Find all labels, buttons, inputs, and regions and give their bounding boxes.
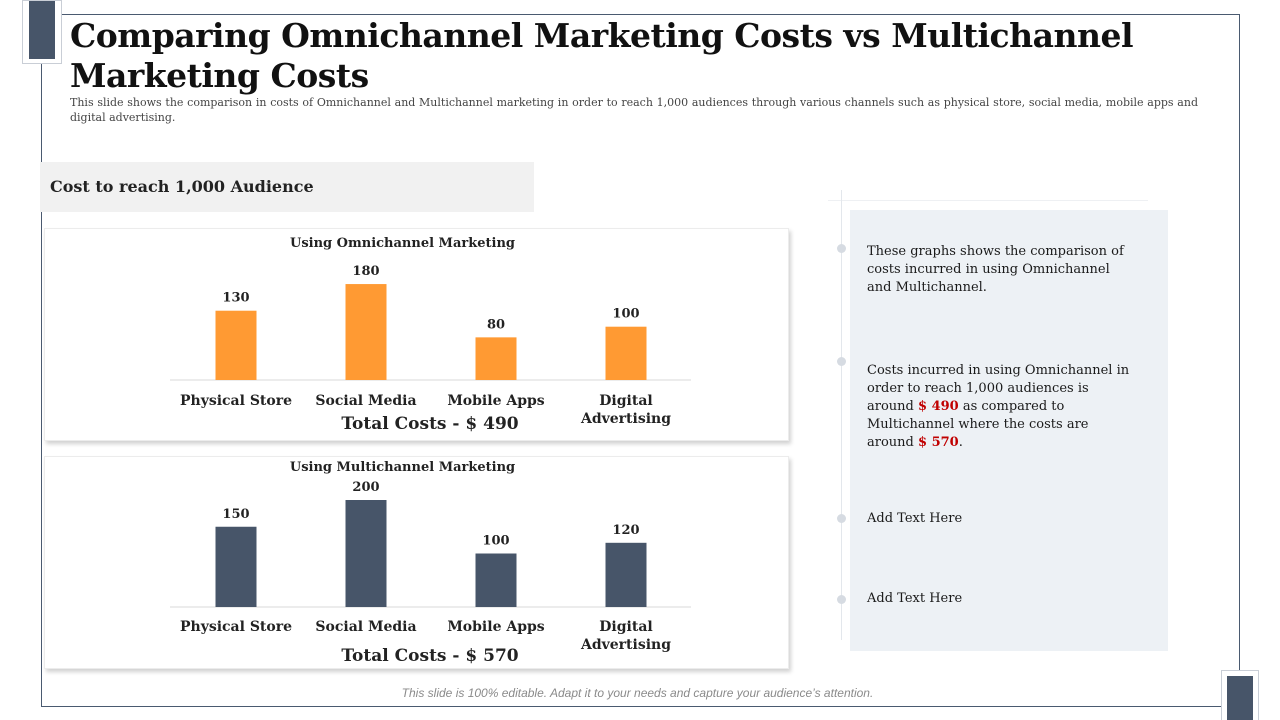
notes-panel — [850, 210, 1168, 651]
note-text: . — [958, 435, 963, 450]
note-placeholder-1: Add Text Here — [867, 510, 1147, 528]
omnichannel-value-label: 130 — [222, 291, 249, 306]
multichannel-category-label: Advertising — [580, 637, 671, 653]
multichannel-value-label: 200 — [352, 480, 379, 495]
omnichannel-bar — [605, 326, 647, 380]
multichannel-chart-title: Using Multichannel Marketing — [289, 460, 516, 475]
note-text: as compared to Multichannel where the co… — [867, 399, 1089, 450]
highlight-value: $ 570 — [918, 435, 959, 450]
omnichannel-category-label: Mobile Apps — [447, 393, 544, 409]
corner-tab-fill — [29, 1, 55, 59]
multichannel-total-costs: Total Costs - $ 570 — [341, 646, 519, 666]
bullet-dot — [837, 244, 846, 253]
note-text: These graphs shows the comparison of cos… — [867, 244, 1124, 295]
omnichannel-category-label: Physical Store — [180, 393, 292, 409]
note-placeholder-2: Add Text Here — [867, 590, 1147, 608]
section-heading: Cost to reach 1,000 Audience — [50, 177, 314, 196]
omnichannel-bar-chart: 130 Physical Store 180 Social Media 80 Mobile… — [170, 264, 691, 427]
footer-note: This slide is 100% editable. Adapt it to… — [401, 686, 874, 700]
multichannel-category-label: Social Media — [315, 619, 416, 635]
timeline-line — [841, 190, 842, 640]
omnichannel-bar — [345, 284, 387, 380]
omnichannel-category-label: Digital — [599, 393, 652, 409]
slide-subtitle: This slide shows the comparison in costs… — [70, 96, 1198, 124]
multichannel-bar — [605, 542, 647, 607]
note-text: Add Text Here — [867, 511, 963, 526]
note-text: Costs incurred in using Omnichannel in o… — [867, 363, 1130, 414]
multichannel-bar — [215, 526, 257, 607]
note-text: Add Text Here — [867, 591, 963, 606]
omnichannel-chart-card: Using Omnichannel Marketing 130 Physical … — [44, 228, 789, 441]
omnichannel-value-label: 180 — [352, 264, 379, 279]
multichannel-bar — [475, 553, 517, 607]
multichannel-bar-chart: 150 Physical Store 200 Social Media 100 Mobil… — [170, 480, 691, 653]
multichannel-chart-card: Using Multichannel Marketing 150 Physical… — [44, 456, 789, 669]
multichannel-category-label: Physical Store — [180, 619, 292, 635]
omnichannel-chart-title: Using Omnichannel Marketing — [290, 236, 515, 251]
section-heading-box: Cost to reach 1,000 Audience — [40, 162, 534, 212]
omnichannel-bar — [215, 310, 257, 380]
multichannel-bar — [345, 500, 387, 607]
multichannel-value-label: 150 — [222, 507, 249, 522]
note-comparison: These graphs shows the comparison of cos… — [867, 243, 1127, 297]
divider — [828, 200, 1148, 201]
slide-title: Comparing Omnichannel Marketing Costs vs… — [70, 16, 1134, 95]
slide-frame — [41, 14, 1240, 707]
multichannel-value-label: 100 — [482, 534, 509, 549]
bullet-dot — [837, 595, 846, 604]
multichannel-category-label: Mobile Apps — [447, 619, 544, 635]
corner-tab-bottom-right — [1221, 670, 1259, 720]
omnichannel-value-label: 100 — [612, 307, 639, 322]
multichannel-value-label: 120 — [612, 523, 639, 538]
omnichannel-bar — [475, 337, 517, 380]
highlight-value: $ 490 — [918, 399, 959, 414]
bullet-dot — [837, 514, 846, 523]
multichannel-category-label: Digital — [599, 619, 652, 635]
corner-tab-fill — [1227, 676, 1253, 720]
note-costs: Costs incurred in using Omnichannel in o… — [867, 362, 1139, 452]
bullet-dot — [837, 357, 846, 366]
corner-tab-top-left — [22, 0, 62, 64]
omnichannel-total-costs: Total Costs - $ 490 — [341, 414, 519, 434]
omnichannel-category-label: Social Media — [315, 393, 416, 409]
omnichannel-value-label: 80 — [487, 317, 505, 332]
omnichannel-category-label: Advertising — [580, 411, 671, 427]
